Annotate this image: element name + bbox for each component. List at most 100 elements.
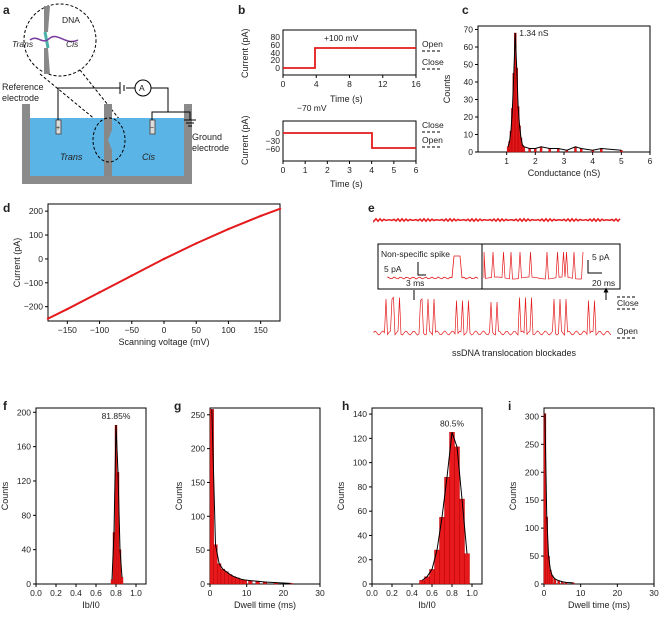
chart-d-xtick-label: −100 bbox=[90, 325, 109, 335]
trace-b-top-ytick-label: 80 bbox=[271, 32, 281, 42]
chart-d-xtick-label: 100 bbox=[221, 325, 235, 335]
chart-f-bar bbox=[120, 576, 124, 585]
trace-b-bottom-ylabel: Current (pA) bbox=[240, 115, 250, 165]
trace-b-top-xtick-label: 16 bbox=[411, 79, 421, 89]
chart-h-xtick-label: 0.6 bbox=[426, 588, 438, 598]
chart-g-ytick-label: 100 bbox=[191, 511, 205, 521]
chart-c-frame bbox=[477, 25, 651, 153]
trace-b-top-ytick-label: 40 bbox=[271, 48, 281, 58]
chart-h-fit bbox=[421, 432, 468, 581]
chart-h-ytick-label: 140 bbox=[353, 409, 367, 419]
chart-c-ytick-label: 0 bbox=[468, 147, 473, 157]
panel-label-c: c bbox=[462, 3, 469, 17]
trace-b-top-ytick-label: 0 bbox=[275, 63, 280, 73]
chart-h-ytick-label: 60 bbox=[358, 506, 368, 516]
trace-b-top-xtick-label: 4 bbox=[314, 79, 319, 89]
chart-g-ylabel: Counts bbox=[174, 481, 184, 510]
trans-label: Trans bbox=[60, 152, 83, 162]
trace-e-baseline bbox=[373, 217, 621, 224]
chart-i-xlabel: Dwell time (ms) bbox=[568, 600, 630, 610]
pore-ellipse bbox=[92, 117, 126, 163]
trace-b-top-close: Close bbox=[422, 57, 444, 67]
chart-f-ylabel: Counts bbox=[0, 481, 10, 510]
chart-d-series bbox=[47, 207, 281, 320]
trace-b-top-xlabel: Time (s) bbox=[330, 94, 363, 104]
chart-h-ytick-label: 100 bbox=[353, 458, 367, 468]
chart-c-bar bbox=[528, 148, 531, 153]
chart-d-point bbox=[227, 227, 230, 231]
chart-f-ytick-label: 0 bbox=[26, 579, 31, 589]
chart-g-xtick-label: 30 bbox=[315, 588, 325, 598]
chart-f-ytick-label: 160 bbox=[17, 442, 31, 452]
chart-d-xlabel: Scanning voltage (mV) bbox=[118, 337, 209, 347]
chart-d-point bbox=[259, 214, 262, 218]
chart-i-ytick-label: 200 bbox=[525, 467, 539, 477]
chart-g-xtick-label: 20 bbox=[279, 588, 289, 598]
trace-b-bottom-ytick-label: −30 bbox=[266, 136, 281, 146]
panel-label-i: i bbox=[508, 399, 511, 413]
chart-h-xtick-label: 1.0 bbox=[466, 588, 478, 598]
chart-c-ylabel: Counts bbox=[442, 74, 452, 103]
trace-e-scale-2 bbox=[587, 260, 602, 274]
chart-d-point bbox=[162, 257, 166, 261]
panel-label-a: a bbox=[3, 3, 10, 17]
trace-e-caption: ssDNA translocation blockades bbox=[452, 348, 577, 358]
chart-h-annotation: 80.5% bbox=[440, 418, 465, 428]
chart-f-annotation: 81.85% bbox=[102, 411, 131, 421]
chart-d-ylabel: Current (pA) bbox=[12, 238, 22, 288]
chart-i-xtick-label: 30 bbox=[649, 588, 659, 598]
chart-c-bar bbox=[534, 148, 537, 153]
chart-i-ytick-label: 300 bbox=[525, 411, 539, 421]
chart-g: 0 10 20 30 0 50 100 150 200 250 Dwell time (ms) Cou… bbox=[174, 407, 325, 610]
trace-e-arrows bbox=[413, 290, 606, 300]
chart-c-xtick-label: 5 bbox=[619, 156, 624, 166]
chart-c-ytick-label: 70 bbox=[464, 25, 474, 35]
chart-g-bar bbox=[220, 568, 225, 585]
trace-b-top-voltage: +100 mV bbox=[324, 33, 359, 43]
chart-h-ytick-label: 0 bbox=[362, 579, 367, 589]
trace-b-top-ytick-label: 60 bbox=[271, 40, 281, 50]
chart-d-point bbox=[66, 307, 69, 311]
chart-c-ytick-label: 50 bbox=[464, 60, 474, 70]
battery-icon bbox=[119, 82, 125, 94]
chart-c-xtick-label: 1 bbox=[504, 156, 509, 166]
panel-label-d: d bbox=[3, 201, 10, 215]
trace-b-bottom-xtick-label: 6 bbox=[414, 165, 419, 175]
zoom-membrane bbox=[44, 6, 50, 74]
trace-b-top-ytick-label: 20 bbox=[271, 55, 281, 65]
chart-f-fit bbox=[111, 425, 123, 580]
zoom-trans-label: Trans bbox=[12, 39, 34, 49]
trace-e-inset-trace-1 bbox=[387, 255, 479, 280]
trace-b-bottom-frame bbox=[282, 120, 417, 162]
chart-h-xtick-label: 0.2 bbox=[386, 588, 398, 598]
ground-icon bbox=[168, 111, 196, 127]
trace-e-scale-1 bbox=[417, 262, 426, 276]
chart-g-bar bbox=[228, 574, 233, 585]
chart-h-bar bbox=[449, 432, 455, 585]
chart-f-xtick-label: 0.2 bbox=[50, 588, 62, 598]
panel-label-b: b bbox=[238, 3, 245, 17]
chart-i-fit bbox=[544, 413, 574, 584]
trace-b-bottom-voltage: −70 mV bbox=[297, 103, 327, 113]
chart-f-ytick-label: 120 bbox=[17, 476, 31, 486]
chart-c-bar bbox=[522, 146, 526, 153]
chart-i-ytick-label: 100 bbox=[525, 523, 539, 533]
chart-g-frame bbox=[209, 407, 321, 585]
chart-f-frame bbox=[35, 407, 147, 585]
chart-d-xtick-label: 50 bbox=[191, 325, 201, 335]
zoom-cis-label: Cis bbox=[66, 39, 79, 49]
chart-h-bar bbox=[464, 553, 470, 585]
chart-i-xtick-label: 0 bbox=[542, 588, 547, 598]
chart-c-bar bbox=[539, 146, 543, 153]
trace-b-bottom-xtick-label: 3 bbox=[347, 165, 352, 175]
chart-d-ytick-label: −200 bbox=[24, 302, 43, 312]
chart-i-ytick-label: 0 bbox=[534, 579, 539, 589]
trace-e-close-dash bbox=[617, 296, 637, 310]
ammeter-label: A bbox=[139, 83, 145, 93]
trace-e-scale2-x: 20 ms bbox=[592, 278, 615, 288]
chart-c-ytick-label: 40 bbox=[464, 77, 474, 87]
trace-b-bottom-ytick-label: 0 bbox=[275, 128, 280, 138]
chart-c-xtick-label: 2 bbox=[533, 156, 538, 166]
